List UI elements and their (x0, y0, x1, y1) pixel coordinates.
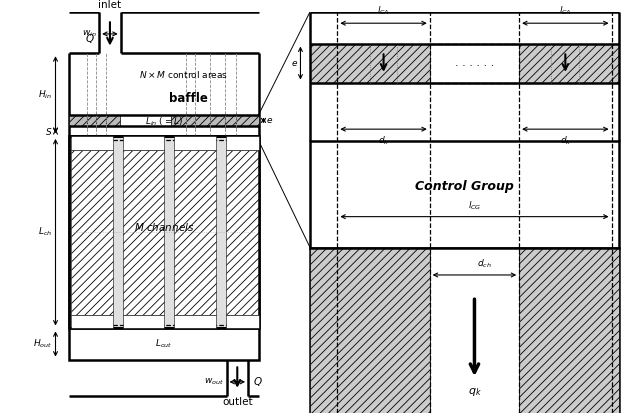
Text: outlet: outlet (222, 397, 253, 408)
Bar (71, 315, 113, 328)
Bar (519, 248, 619, 413)
Text: $Q$: $Q$ (85, 32, 94, 45)
Bar (519, 44, 619, 83)
Text: $H_{in}$: $H_{in}$ (39, 88, 53, 101)
Bar (123, 136, 165, 150)
Text: $d_k$: $d_k$ (560, 135, 571, 147)
Bar (69, 328, 259, 360)
Text: $L_{in}$ $(=L)$: $L_{in}$ $(=L)$ (145, 116, 183, 128)
Bar (71, 136, 113, 150)
Text: $d_k$: $d_k$ (378, 135, 389, 147)
Bar (310, 248, 430, 413)
Text: $Q$: $Q$ (253, 375, 263, 388)
Bar (310, 141, 619, 248)
Bar (225, 150, 259, 315)
Text: $H_{out}$: $H_{out}$ (34, 338, 53, 350)
Text: $d_{ch}$: $d_{ch}$ (477, 258, 492, 270)
Bar (174, 315, 216, 328)
Bar (310, 12, 619, 141)
Bar (69, 114, 120, 126)
Text: $l_{CA}$: $l_{CA}$ (377, 5, 390, 17)
Bar (71, 150, 113, 315)
Bar (225, 136, 259, 150)
Text: $w_{in}$: $w_{in}$ (82, 28, 96, 39)
Bar (123, 150, 165, 315)
Text: $M$ channels: $M$ channels (134, 221, 194, 233)
Text: $N\times M$ control areas: $N\times M$ control areas (139, 69, 228, 80)
Text: $L_{ch}$: $L_{ch}$ (39, 226, 53, 238)
Text: Control Group: Control Group (415, 180, 514, 193)
Text: $e$: $e$ (266, 116, 273, 125)
Text: $e$: $e$ (291, 59, 299, 68)
Bar (225, 315, 259, 328)
Bar (171, 114, 259, 126)
Text: $q_k$: $q_k$ (468, 386, 481, 398)
Bar (174, 136, 216, 150)
Bar (310, 248, 619, 413)
Bar (123, 315, 165, 328)
Bar (310, 44, 430, 83)
Text: . . . . . .: . . . . . . (455, 58, 494, 68)
Text: $L_{out}$: $L_{out}$ (155, 338, 173, 350)
Bar (69, 136, 259, 328)
Text: $w_{out}$: $w_{out}$ (204, 377, 223, 387)
Text: $l_{CA}$: $l_{CA}$ (559, 5, 572, 17)
Text: $S$: $S$ (45, 126, 53, 137)
Text: baffle: baffle (169, 92, 208, 105)
Bar (430, 248, 519, 413)
Text: inlet: inlet (98, 0, 122, 9)
Text: $l_{CG}$: $l_{CG}$ (468, 199, 481, 212)
Bar (174, 150, 216, 315)
